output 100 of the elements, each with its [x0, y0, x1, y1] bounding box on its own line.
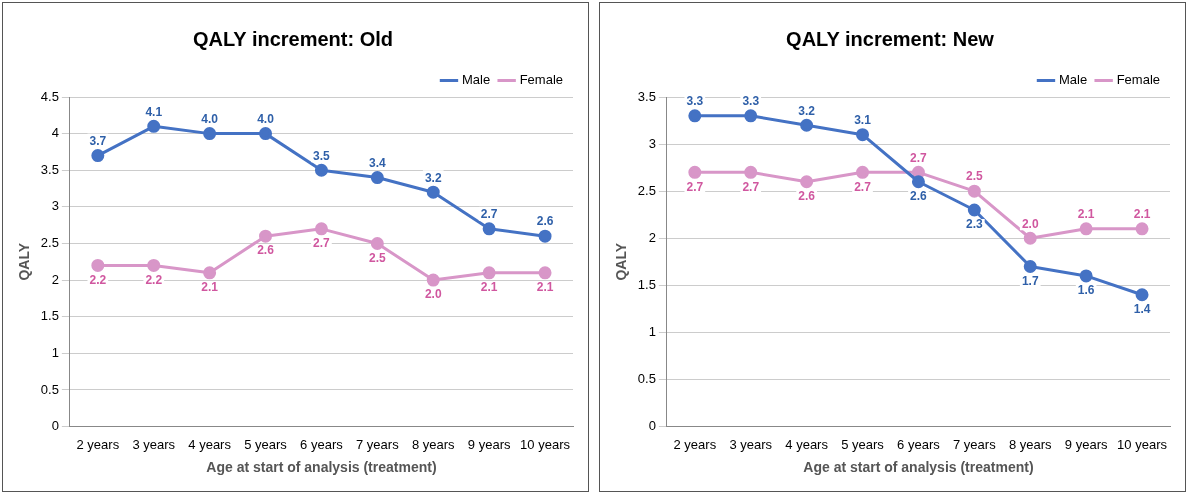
- point: [688, 109, 702, 123]
- data-label: 2.1: [1077, 207, 1095, 222]
- x-axis-title: Age at start of analysis (treatment): [803, 459, 1034, 476]
- data-label: 2.5: [966, 169, 983, 184]
- x-axis-title: Age at start of analysis (treatment): [206, 459, 437, 476]
- point: [482, 222, 496, 236]
- x-tick-label: 6 years: [300, 436, 344, 452]
- point: [370, 171, 384, 185]
- point: [91, 149, 105, 163]
- data-label: 4.0: [257, 111, 275, 126]
- y-tick-label: 1: [51, 344, 59, 360]
- point: [911, 175, 925, 189]
- point: [856, 165, 870, 179]
- point: [800, 175, 814, 189]
- y-axis-title: QALY: [613, 242, 630, 281]
- point: [147, 258, 161, 272]
- y-tick-label: 2: [648, 229, 656, 245]
- legend-label: Male: [461, 72, 491, 88]
- chart-title: QALY increment: Old: [192, 27, 394, 50]
- data-label: 2.7: [313, 236, 331, 251]
- point: [744, 165, 758, 179]
- point: [744, 109, 758, 123]
- data-label: 2.6: [910, 189, 928, 204]
- chart-title: QALY increment: New: [786, 27, 995, 50]
- point: [426, 273, 440, 287]
- data-label: 2.6: [257, 243, 275, 258]
- x-tick-label: 7 years: [356, 436, 400, 452]
- data-label: 1.6: [1077, 283, 1095, 298]
- y-tick-label: 2: [51, 271, 59, 287]
- point: [259, 127, 273, 141]
- data-label: 3.5: [313, 148, 331, 163]
- x-tick-label: 3 years: [132, 436, 176, 452]
- x-tick-label: 10 years: [520, 436, 571, 452]
- point: [1079, 222, 1093, 236]
- point: [314, 222, 328, 236]
- data-label: 3.3: [742, 94, 760, 109]
- point: [147, 119, 161, 133]
- data-label: 2.6: [798, 189, 816, 204]
- data-label: 3.7: [89, 133, 107, 148]
- point: [314, 163, 328, 177]
- point: [967, 203, 981, 217]
- y-tick-label: 1: [648, 324, 656, 340]
- point: [1135, 288, 1149, 302]
- y-axis-title: QALY: [16, 242, 33, 281]
- legend-label: Female: [519, 72, 564, 88]
- y-tick-label: 2.5: [637, 182, 656, 198]
- data-label: 2.7: [742, 179, 760, 194]
- x-tick-label: 3 years: [729, 436, 773, 452]
- data-label: 2.1: [480, 280, 498, 295]
- point: [538, 229, 552, 243]
- data-label: 2.1: [536, 280, 554, 295]
- x-tick-label: 6 years: [897, 436, 941, 452]
- y-tick-label: 1.5: [40, 308, 59, 324]
- x-tick-label: 8 years: [1008, 436, 1053, 452]
- data-label: 2.0: [1021, 216, 1039, 231]
- data-label: 2.5: [369, 250, 386, 265]
- point: [856, 128, 870, 142]
- y-tick-label: 0: [51, 418, 59, 434]
- x-tick-label: 4 years: [188, 436, 232, 452]
- point: [1023, 260, 1037, 274]
- point: [538, 266, 552, 280]
- point: [1023, 231, 1037, 245]
- point: [688, 165, 702, 179]
- data-label: 2.2: [89, 272, 107, 287]
- x-tick-label: 9 years: [1064, 436, 1108, 452]
- x-tick-label: 10 years: [1117, 436, 1168, 452]
- x-tick-label: 2 years: [673, 436, 717, 452]
- data-label: 2.7: [854, 179, 872, 194]
- data-label: 2.7: [480, 207, 498, 222]
- data-label: 1.7: [1021, 273, 1039, 288]
- data-label: 2.1: [1133, 207, 1151, 222]
- point: [967, 184, 981, 198]
- x-tick-label: 2 years: [76, 436, 120, 452]
- data-label: 4.1: [145, 104, 163, 119]
- data-label: 2.2: [145, 272, 163, 287]
- data-label: 2.6: [536, 214, 554, 229]
- y-tick-label: 3: [648, 135, 656, 151]
- y-tick-label: 0.5: [40, 381, 59, 397]
- x-tick-label: 9 years: [467, 436, 511, 452]
- point: [91, 258, 105, 272]
- data-label: 3.4: [369, 155, 386, 170]
- point: [203, 266, 217, 280]
- x-tick-label: 5 years: [841, 436, 885, 452]
- y-tick-label: 1.5: [637, 276, 656, 292]
- legend-label: Male: [1058, 72, 1088, 88]
- point: [370, 236, 384, 250]
- y-tick-label: 0: [648, 418, 656, 434]
- y-tick-label: 3.5: [40, 161, 59, 177]
- point: [259, 229, 273, 243]
- data-label: 3.3: [686, 94, 704, 109]
- y-tick-label: 3.5: [637, 88, 656, 104]
- y-tick-label: 3: [51, 198, 59, 214]
- data-label: 1.4: [1133, 302, 1151, 317]
- point: [1079, 269, 1093, 283]
- y-tick-label: 2.5: [40, 235, 59, 251]
- legend-label: Female: [1116, 72, 1161, 88]
- data-label: 3.1: [854, 112, 872, 127]
- data-label: 3.2: [424, 170, 442, 185]
- data-label: 2.0: [424, 287, 442, 302]
- point: [426, 185, 440, 199]
